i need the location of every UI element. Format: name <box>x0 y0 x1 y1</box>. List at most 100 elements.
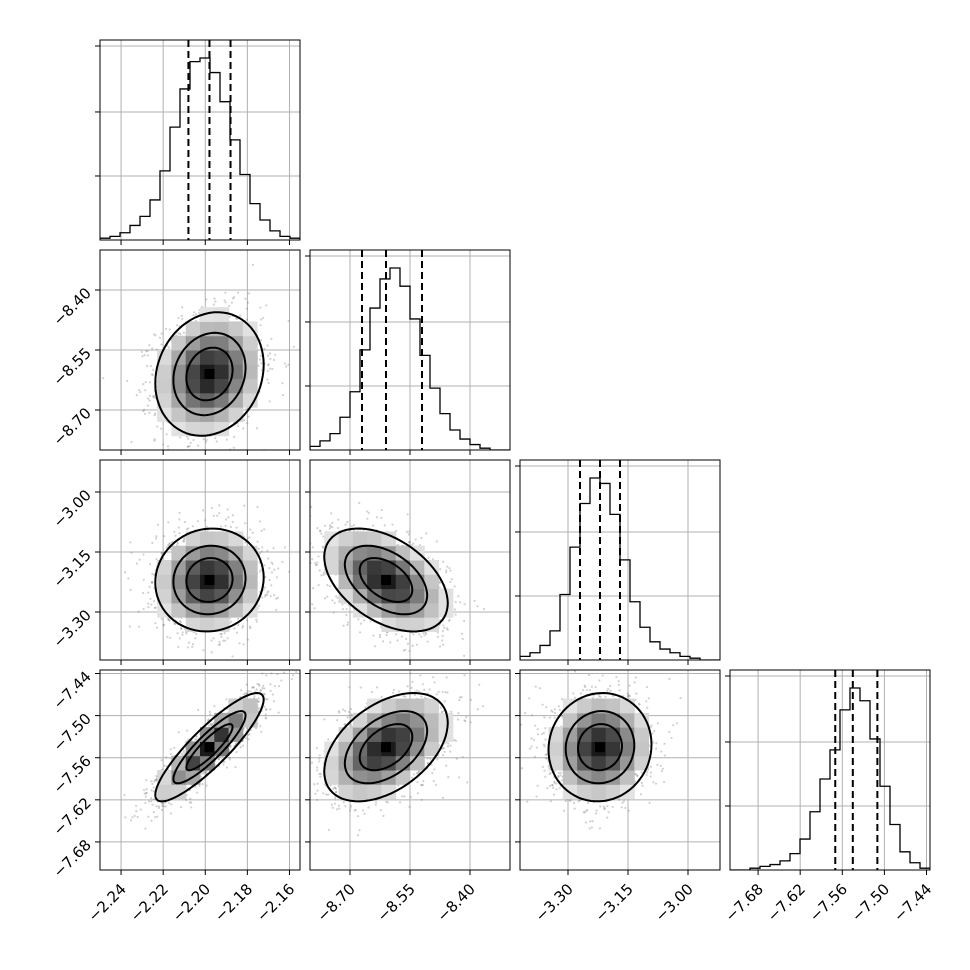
sample-point <box>311 546 314 549</box>
sample-point <box>192 311 196 314</box>
sample-point <box>233 627 236 630</box>
ytick-label-1-2: −8.40 <box>50 284 95 329</box>
sample-point <box>445 571 448 574</box>
sample-point <box>166 445 170 448</box>
sample-point <box>425 532 428 535</box>
sample-point <box>242 643 245 646</box>
sample-point <box>159 427 163 430</box>
sample-point <box>335 595 338 598</box>
sample-point <box>412 542 415 545</box>
sample-point <box>261 546 264 549</box>
sample-point <box>154 622 157 625</box>
sample-point <box>473 599 476 602</box>
sample-point <box>215 440 218 443</box>
sample-point <box>352 524 355 527</box>
density-cell <box>338 574 354 590</box>
sample-point <box>366 517 369 520</box>
sample-point <box>402 649 405 652</box>
sample-point <box>204 519 207 522</box>
sample-point <box>272 593 276 597</box>
sample-point <box>166 635 169 638</box>
sample-point <box>453 585 456 588</box>
density-cell <box>157 392 172 408</box>
sample-point <box>263 528 266 531</box>
sample-point <box>187 527 190 530</box>
sample-point <box>202 438 205 441</box>
sample-point <box>187 641 191 644</box>
sample-point <box>177 316 180 320</box>
sample-point <box>224 518 228 521</box>
sample-point <box>237 617 240 620</box>
sample-point <box>138 388 141 392</box>
sample-point <box>418 633 421 636</box>
sample-point <box>195 632 198 636</box>
pair-panel-1-0: −8.70−8.55−8.40 <box>50 249 301 455</box>
histogram-0 <box>100 57 300 240</box>
density-cell <box>185 335 201 351</box>
density-cell <box>214 602 230 618</box>
sample-point <box>274 353 277 356</box>
sample-point <box>318 569 321 572</box>
sample-point <box>127 577 130 580</box>
ytick-label-1-1: −8.55 <box>50 344 95 389</box>
sample-point <box>214 437 217 440</box>
sample-point <box>411 644 414 647</box>
density-cell <box>242 560 258 575</box>
density-cell <box>157 574 172 590</box>
sample-point <box>449 580 452 583</box>
hist-panel-1 <box>305 249 511 455</box>
sample-point <box>256 505 259 509</box>
sample-point <box>400 635 404 638</box>
density-cell <box>242 378 258 394</box>
sample-point <box>210 651 213 654</box>
sample-point <box>367 511 370 515</box>
sample-point <box>443 626 446 630</box>
density-cell <box>200 531 215 547</box>
sample-point <box>255 620 258 623</box>
sample-point <box>322 573 325 576</box>
sample-point <box>144 389 147 392</box>
sample-point <box>268 578 271 582</box>
pair-panel-2-0: −3.30−3.15−3.00 <box>50 459 301 665</box>
sample-point <box>167 346 171 349</box>
sample-point <box>405 530 408 533</box>
sample-point <box>143 353 146 357</box>
sample-point <box>292 345 295 348</box>
sample-point <box>155 535 158 538</box>
sample-point <box>378 636 382 639</box>
sample-point <box>251 263 255 266</box>
sample-point <box>244 541 247 544</box>
sample-point <box>168 542 171 546</box>
density-cell <box>200 378 215 394</box>
sample-point <box>141 355 144 358</box>
density-cell <box>200 421 215 437</box>
density-cell <box>171 602 187 618</box>
sample-point <box>455 661 457 663</box>
sample-point <box>283 546 287 549</box>
sample-point <box>457 595 460 598</box>
sample-point <box>311 603 314 606</box>
sample-point <box>251 531 254 534</box>
sample-point <box>445 569 448 572</box>
sample-point <box>316 526 319 530</box>
contour-2-0-0 <box>154 527 265 633</box>
sample-point <box>453 608 457 611</box>
ytick-label-2-2: −3.00 <box>50 486 95 531</box>
sample-point <box>310 505 313 508</box>
sample-point <box>270 571 274 574</box>
sample-point <box>168 328 171 331</box>
sample-point <box>380 516 383 519</box>
sample-point <box>328 585 331 588</box>
sample-point <box>337 518 340 521</box>
sample-point <box>205 438 208 442</box>
sample-point <box>406 642 410 645</box>
sample-point <box>151 373 154 376</box>
sample-point <box>245 619 249 622</box>
sample-point <box>277 567 280 570</box>
sample-point <box>177 332 180 335</box>
sample-point <box>306 543 308 545</box>
panel-frame <box>99 249 301 451</box>
sample-point <box>249 528 252 531</box>
sample-point <box>151 347 154 350</box>
sample-point <box>302 566 304 568</box>
